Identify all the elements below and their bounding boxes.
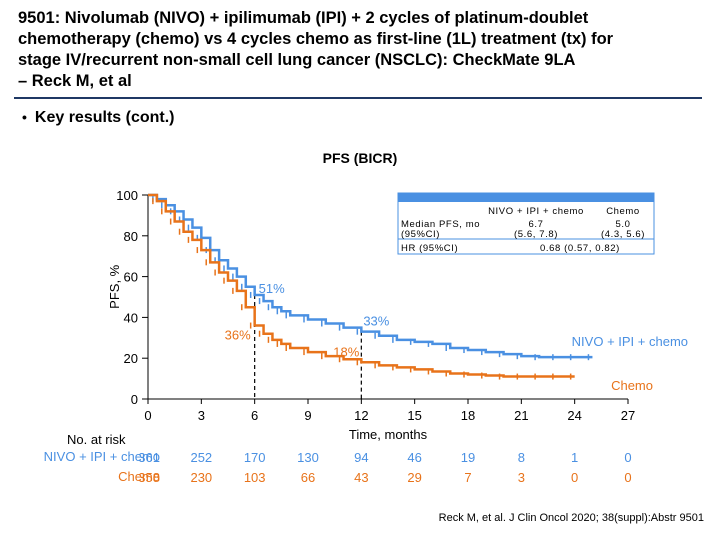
at-risk-value: 0 (624, 450, 631, 465)
stats-hr-value: 0.68 (0.57, 0.82) (540, 243, 620, 254)
x-tick-label: 18 (461, 408, 475, 423)
at-risk-value: 94 (354, 450, 368, 465)
slide-title: 9501: Nivolumab (NIVO) + ipilimumab (IPI… (18, 8, 708, 92)
stats-label: HR (95%CI) (401, 243, 458, 254)
bullet-text: Key results (cont.) (34, 109, 175, 126)
at-risk-value: 361 (138, 450, 160, 465)
at-risk-value: 7 (464, 470, 471, 485)
stats-header-nivo: NIVO + IPI + chemo (488, 206, 584, 217)
citation: Reck M, et al. J Clin Oncol 2020; 38(sup… (438, 512, 704, 524)
x-tick-label: 27 (621, 408, 635, 423)
at-risk-value: 46 (407, 450, 421, 465)
at-risk-value: 130 (297, 450, 319, 465)
at-risk-value: 3 (518, 470, 525, 485)
chart-title: PFS (BICR) (322, 150, 398, 166)
y-tick-label: 20 (124, 351, 138, 366)
x-tick-label: 15 (407, 408, 421, 423)
stats-header-chemo: Chemo (606, 206, 640, 217)
y-axis-label: PFS, % (107, 264, 122, 309)
at-risk-value: 252 (190, 450, 212, 465)
annotation-label: 18% (333, 344, 359, 359)
y-tick-label: 0 (131, 392, 138, 407)
nivo-curve (148, 193, 593, 359)
stats-value-chemo-ci: (4.3, 5.6) (601, 229, 645, 240)
stats-box (397, 192, 655, 255)
y-tick-label: 60 (124, 270, 138, 285)
at-risk-value: 8 (518, 450, 525, 465)
at-risk-value: 230 (190, 470, 212, 485)
x-tick-label: 12 (354, 408, 368, 423)
annotation-label: 51% (259, 281, 285, 296)
series-label-chemo: Chemo (611, 378, 653, 393)
stats-value-nivo-ci: (5.6, 7.8) (514, 229, 558, 240)
chemo-curve (148, 193, 575, 378)
at-risk-header: No. at risk (67, 432, 126, 447)
stats-box-header-band (398, 193, 654, 202)
at-risk-value: 43 (354, 470, 368, 485)
title-line-1: 9501: Nivolumab (NIVO) + ipilimumab (IPI… (18, 9, 589, 27)
x-axis-label: Time, months (349, 427, 428, 442)
title-line-4: – Reck M, et al (18, 72, 132, 90)
stats-label: (95%CI) (401, 229, 440, 240)
annotation-label: 36% (225, 328, 251, 343)
title-divider (14, 97, 702, 99)
at-risk-label-nivo: NIVO + IPI + chemo (43, 449, 160, 464)
at-risk-value: 19 (461, 450, 475, 465)
x-tick-label: 9 (304, 408, 311, 423)
at-risk-value: 358 (138, 470, 160, 485)
title-line-2: chemotherapy (chemo) vs 4 cycles chemo a… (18, 30, 614, 48)
annotation-label: 33% (363, 314, 389, 329)
x-tick-label: 24 (567, 408, 581, 423)
at-risk-value: 1 (571, 450, 578, 465)
bullet-dot-icon: • (22, 109, 27, 125)
stats-value-nivo: 6.7 (528, 219, 543, 230)
at-risk-value: 66 (301, 470, 315, 485)
y-tick-label: 40 (124, 310, 138, 325)
at-risk-value: 103 (244, 470, 266, 485)
title-line-3: stage IV/recurrent non-small cell lung c… (18, 51, 576, 69)
bullet-point: • Key results (cont.) (22, 109, 175, 127)
y-tick-label: 80 (124, 229, 138, 244)
stats-label: Median PFS, mo (401, 219, 480, 230)
x-tick-label: 3 (198, 408, 205, 423)
at-risk-label-chemo: Chemo (118, 469, 160, 484)
x-tick-label: 6 (251, 408, 258, 423)
at-risk-value: 170 (244, 450, 266, 465)
x-tick-label: 0 (144, 408, 151, 423)
x-tick-label: 21 (514, 408, 528, 423)
series-label-nivo: NIVO + IPI + chemo (572, 334, 688, 349)
at-risk-value: 29 (407, 470, 421, 485)
y-tick-label: 100 (116, 188, 138, 203)
stats-value-chemo: 5.0 (615, 219, 630, 230)
at-risk-value: 0 (624, 470, 631, 485)
at-risk-value: 0 (571, 470, 578, 485)
